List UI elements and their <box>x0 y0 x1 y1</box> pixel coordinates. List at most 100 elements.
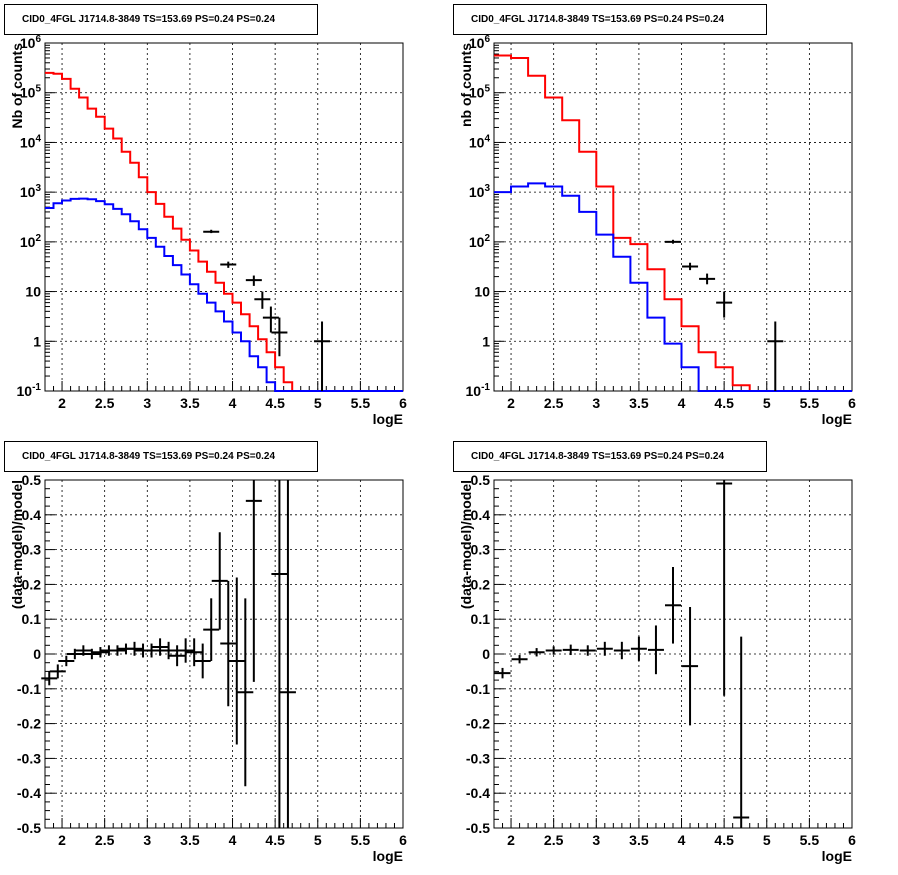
x-tick-label: 5.5 <box>800 832 820 848</box>
y-tick-label: 103 <box>469 183 491 200</box>
y-tick-label: 104 <box>469 133 491 150</box>
x-tick-label: 3.5 <box>180 832 200 848</box>
y-tick-label: 106 <box>469 34 491 51</box>
y-axis-title: (data-model)/model <box>458 480 474 609</box>
x-tick-label: 4.5 <box>714 395 734 411</box>
y-tick-label: -0.3 <box>17 750 41 766</box>
x-tick-label: 2.5 <box>95 832 115 848</box>
x-tick-label: 2.5 <box>544 832 564 848</box>
x-tick-label: 6 <box>399 395 407 411</box>
panel-residuals-right: CID0_4FGL J1714.8-3849 TS=153.69 PS=0.24… <box>449 437 898 874</box>
x-axis-title: logE <box>822 848 852 864</box>
y-tick-label: 10-1 <box>466 382 491 399</box>
residuals-plot-left: 2 2.5 3 3.5 4 4.5 5 5.5 6 -0.5 -0.4 -0.3 -0.2 -0.1 0 0.… <box>9 472 407 864</box>
x-tick-label: 5 <box>314 395 322 411</box>
x-tick-label: 2 <box>507 395 515 411</box>
y-tick-label: 0.4 <box>22 507 42 523</box>
y-tick-label: 105 <box>20 84 42 101</box>
x-tick-label: 5 <box>763 832 771 848</box>
x-tick-label: 3.5 <box>180 395 200 411</box>
x-tick-label: 3.5 <box>629 395 649 411</box>
x-tick-label: 4 <box>678 832 686 848</box>
panel-counts-left: CID0_4FGL J1714.8-3849 TS=153.69 PS=0.24… <box>0 0 449 437</box>
x-axis-title: logE <box>373 848 403 864</box>
x-tick-label: 4 <box>229 395 237 411</box>
x-tick-label: 4.5 <box>714 832 734 848</box>
y-tick-label: 104 <box>20 133 42 150</box>
y-tick-label: 105 <box>469 84 491 101</box>
panel-title: CID0_4FGL J1714.8-3849 TS=153.69 PS=0.24… <box>4 441 318 472</box>
x-tick-label: 3 <box>143 832 151 848</box>
x-tick-label: 2.5 <box>95 395 115 411</box>
y-axis-title: (data-model)/model <box>9 480 25 609</box>
counts-plot-left: 2 2.5 3 3.5 4 4.5 5 5.5 6 10-1 1 10 102 103 104 105 106 l… <box>9 34 407 427</box>
y-tick-label: 0 <box>33 646 41 662</box>
x-tick-label: 6 <box>399 832 407 848</box>
y-axis-title: Nb of counts <box>9 43 25 129</box>
y-tick-label: 0.4 <box>471 507 491 523</box>
y-tick-label: -0.1 <box>17 681 41 697</box>
y-tick-label: 0.2 <box>22 576 42 592</box>
y-tick-label: 10-1 <box>17 382 42 399</box>
x-tick-label: 3 <box>143 395 151 411</box>
x-tick-label: 5.5 <box>800 395 820 411</box>
y-tick-label: -0.5 <box>17 820 41 836</box>
x-tick-label: 5 <box>314 832 322 848</box>
y-tick-label: 0.5 <box>22 472 42 488</box>
histogram-series-1 <box>494 182 852 392</box>
x-tick-label: 4.5 <box>265 832 285 848</box>
y-tick-label: -0.4 <box>466 785 490 801</box>
histogram-series-0 <box>45 71 403 392</box>
y-tick-label: 10 <box>474 284 490 300</box>
y-tick-label: 1 <box>482 333 490 349</box>
y-tick-label: 102 <box>20 233 42 250</box>
y-tick-label: -0.1 <box>466 681 490 697</box>
x-tick-label: 6 <box>848 395 856 411</box>
panel-counts-right: CID0_4FGL J1714.8-3849 TS=153.69 PS=0.24… <box>449 0 898 437</box>
y-tick-label: 10 <box>25 284 41 300</box>
x-tick-label: 3 <box>592 832 600 848</box>
y-tick-label: 106 <box>20 34 42 51</box>
x-tick-label: 4.5 <box>265 395 285 411</box>
y-axis-title: nb of counts <box>458 43 474 127</box>
y-tick-label: 0.1 <box>471 611 491 627</box>
y-tick-label: -0.2 <box>466 716 490 732</box>
x-tick-label: 5.5 <box>351 832 371 848</box>
plot-frame <box>44 42 404 392</box>
y-tick-label: -0.4 <box>17 785 41 801</box>
x-tick-label: 5 <box>763 395 771 411</box>
x-tick-label: 2 <box>507 832 515 848</box>
histogram-series-0 <box>494 54 852 392</box>
panel-title: CID0_4FGL J1714.8-3849 TS=153.69 PS=0.24… <box>4 4 318 35</box>
x-tick-label: 6 <box>848 832 856 848</box>
panel-residuals-left: CID0_4FGL J1714.8-3849 TS=153.69 PS=0.24… <box>0 437 449 874</box>
y-tick-label: 0.2 <box>471 576 491 592</box>
x-tick-label: 4 <box>229 832 237 848</box>
x-tick-label: 3.5 <box>629 832 649 848</box>
panel-title: CID0_4FGL J1714.8-3849 TS=153.69 PS=0.24… <box>453 4 767 35</box>
y-tick-label: -0.2 <box>17 716 41 732</box>
y-tick-label: -0.3 <box>466 750 490 766</box>
x-axis-title: logE <box>373 411 403 427</box>
y-tick-label: 103 <box>20 183 42 200</box>
y-tick-label: 1 <box>33 333 41 349</box>
plot-frame <box>493 42 853 392</box>
x-axis-title: logE <box>822 411 852 427</box>
y-tick-label: 0 <box>482 646 490 662</box>
panel-title: CID0_4FGL J1714.8-3849 TS=153.69 PS=0.24… <box>453 441 767 472</box>
counts-plot-right: 2 2.5 3 3.5 4 4.5 5 5.5 6 10-1 1 10 102 103 104 105 106 l… <box>458 34 856 427</box>
y-tick-label: 0.5 <box>471 472 491 488</box>
x-tick-label: 2 <box>58 395 66 411</box>
plot-frame <box>493 479 853 829</box>
x-tick-label: 5.5 <box>351 395 371 411</box>
y-tick-label: 0.1 <box>22 611 42 627</box>
x-tick-label: 3 <box>592 395 600 411</box>
y-tick-label: 0.3 <box>22 542 42 558</box>
x-tick-label: 2.5 <box>544 395 564 411</box>
y-tick-label: 102 <box>469 233 491 250</box>
residuals-plot-right: 2 2.5 3 3.5 4 4.5 5 5.5 6 -0.5 -0.4 -0.3 -0.2 -0.1 0 0.… <box>458 472 856 864</box>
histogram-series-1 <box>45 197 403 392</box>
x-tick-label: 2 <box>58 832 66 848</box>
y-tick-label: -0.5 <box>466 820 490 836</box>
x-tick-label: 4 <box>678 395 686 411</box>
